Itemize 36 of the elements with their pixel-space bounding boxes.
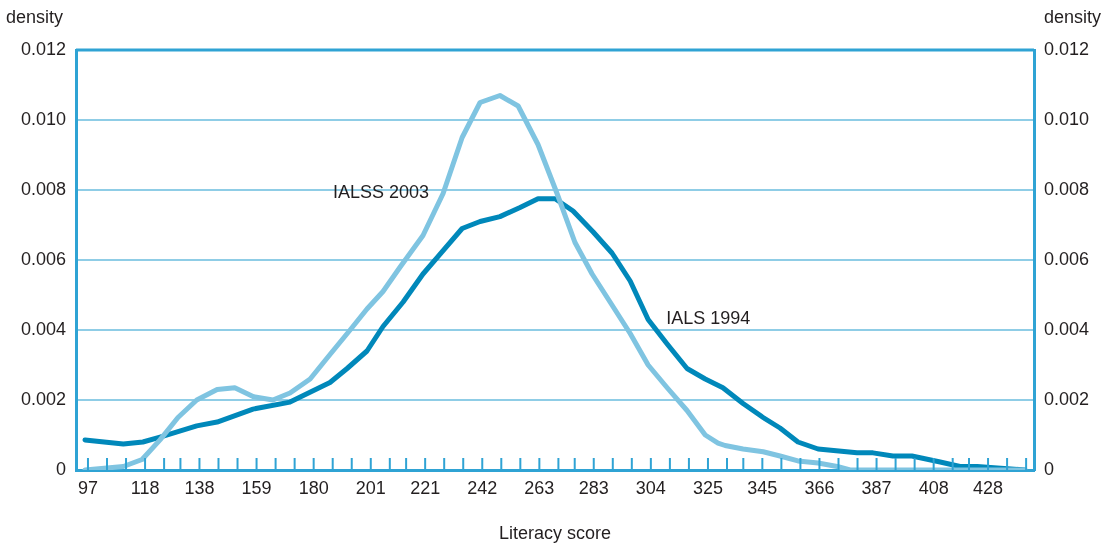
y2-tick-label: 0.010 [1044,108,1090,129]
y-tick-label: 0.006 [20,248,66,269]
y-tick-label: 0.012 [20,38,66,59]
y-tick-label: 0.002 [20,388,66,409]
x-tick-label: 97 [77,477,98,498]
x-tick-label: 221 [410,477,441,498]
y-tick-label: 0.008 [20,178,66,199]
x-tick-label: 118 [130,477,160,498]
x-axis-title: Literacy score [498,522,612,543]
y2-tick-label: 0.006 [1044,248,1090,269]
x-tick-label: 201 [355,477,386,498]
x-tick-label: 325 [692,477,723,498]
y2-tick-label: 0.004 [1044,318,1090,339]
y2-tick-label: 0.012 [1044,38,1090,59]
x-tick-label: 387 [861,477,892,498]
x-tick-label: 428 [973,477,1004,498]
x-tick-label: 345 [747,477,778,498]
x-tick-label: 138 [184,477,215,498]
x-tick-label: 408 [918,477,949,498]
series-label: IALSS 2003 [333,182,430,203]
y2-tick-label: 0.008 [1044,178,1090,199]
y-tick-label: 0 [55,458,66,479]
series-label: IALS 1994 [666,308,751,329]
x-tick-label: 242 [467,477,498,498]
x-tick-label: 159 [241,477,272,498]
y-tick-label: 0.004 [20,318,66,339]
x-tick-label: 180 [298,477,329,498]
y2-axis-title: density [1043,6,1101,27]
x-tick-label: 263 [524,477,555,498]
y2-tick-label: 0.002 [1044,388,1090,409]
y2-tick-label: 0 [1044,458,1055,479]
x-tick-label: 283 [578,477,609,498]
x-tick-label: 304 [635,477,666,498]
x-tick-label: 366 [804,477,835,498]
y-tick-label: 0.010 [20,108,66,129]
y-axis-title: density [6,6,64,27]
